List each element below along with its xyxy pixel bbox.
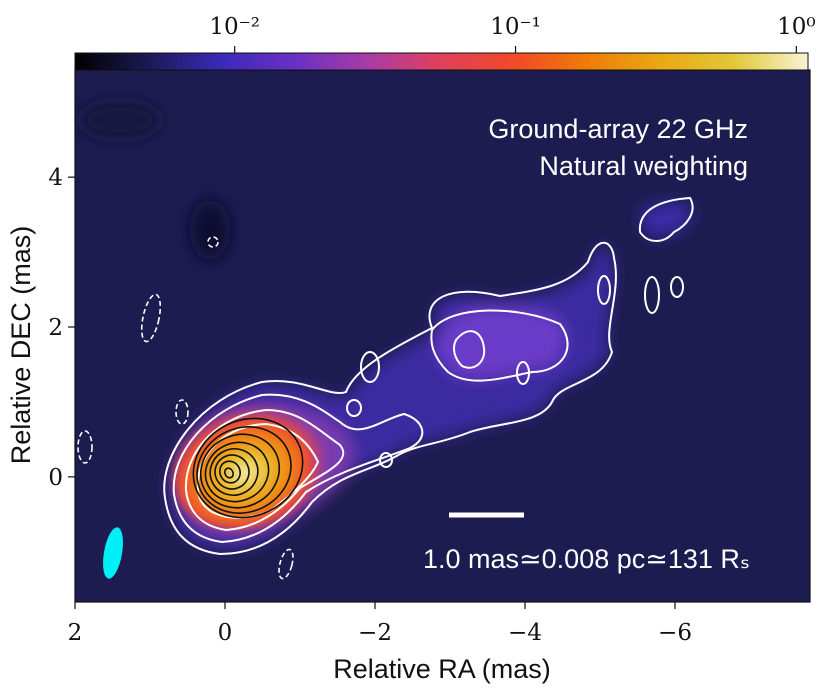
annotation: Ground-array 22 GHz [488, 114, 748, 144]
colorbar-tick-label: 10⁻² [209, 14, 260, 40]
annotation: Natural weighting [539, 151, 748, 181]
contours-negative [77, 236, 294, 580]
beam [103, 527, 123, 579]
colorbar-tick-label: 10⁰ [777, 14, 816, 40]
y-tick-label: 4 [48, 165, 63, 191]
x-axis-label: Relative RA (mas) [333, 654, 551, 684]
colorbar-tick-label: 10⁻¹ [490, 14, 541, 40]
x-tick-label: 2 [68, 620, 83, 646]
x-tick-label: −4 [508, 620, 542, 646]
y-axis-label: Relative DEC (mas) [6, 226, 36, 465]
x-tick-label: −2 [358, 620, 392, 646]
x-tick-label: −6 [658, 620, 692, 646]
colorbar [74, 52, 809, 71]
y-tick-label: 0 [48, 465, 63, 491]
y-tick-label: 2 [48, 315, 63, 341]
x-tick-label: 0 [218, 620, 233, 646]
image [75, 70, 810, 602]
contours-white [163, 196, 694, 556]
scale-bar-label: 1.0 mas≃0.008 pc≃131 Rₛ [423, 544, 750, 574]
contours-black [192, 417, 304, 519]
